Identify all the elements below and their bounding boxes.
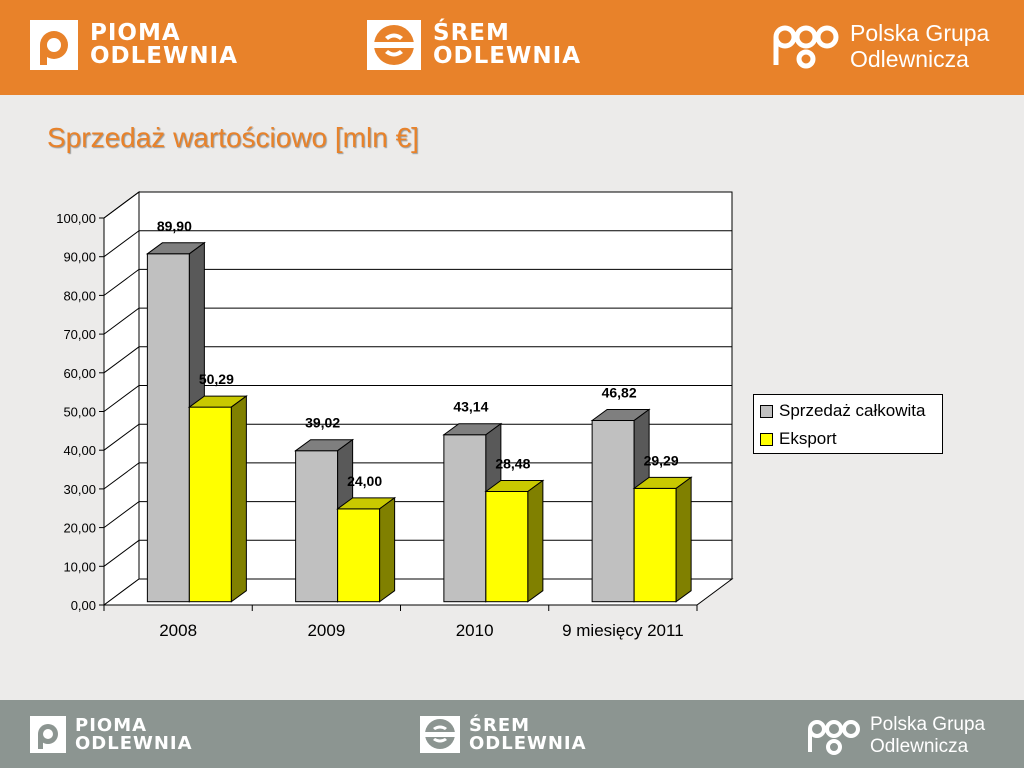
data-label: 89,90 [157,218,192,234]
footer-pgo-logo-line1: Polska Grupa [870,714,986,735]
pgo-logo-line1: Polska Grupa [850,20,990,46]
legend-item-series-1: Sprzedaż całkowita [754,397,942,425]
pgo-logo: Polska Grupa Odlewnicza [772,20,989,73]
chart-legend: Sprzedaż całkowita Eksport [753,394,943,454]
legend-swatch-series-2 [760,432,773,446]
data-label: 43,14 [453,399,488,415]
gridline [103,346,732,374]
bar-side [633,408,650,603]
bar-front [633,487,677,603]
bar-top [442,423,503,436]
y-tick-label: 50,00 [63,405,96,420]
y-tick-label: 80,00 [63,288,96,303]
pioma-logo: PIOMA ODLEWNIA [30,20,238,70]
footer-pioma-mark-icon [30,716,66,753]
footer-pgo-mark-icon [808,719,860,755]
srem-logo-line2: ODLEWNIA [433,43,581,69]
y-tick-label: 70,00 [63,327,96,342]
bar-top [632,476,693,489]
data-label: 46,82 [602,385,637,401]
bar-side [379,496,396,603]
bar-front [591,420,635,603]
data-label: 50,29 [199,371,234,387]
bar-top [187,395,248,408]
gridline [103,385,732,412]
srem-mark-icon [367,20,421,70]
data-label: 29,29 [644,452,679,468]
footer-srem-mark-icon [420,716,460,753]
y-tick-label: 40,00 [63,443,96,458]
y-tick-label: 20,00 [63,521,96,536]
bar-side [675,476,692,603]
srem-logo: ŚREM ODLEWNIA [367,20,581,70]
bar-top [484,479,545,492]
gridline [103,191,732,219]
chart-back-wall [138,191,733,580]
footer-bar: PIOMA ODLEWNIA ŚREM ODLEWNIA [0,700,1024,768]
data-label: 39,02 [305,415,340,431]
data-label: 28,48 [495,455,530,471]
y-tick-label: 60,00 [63,366,96,381]
y-tick-label: 100,00 [56,211,96,226]
pgo-mark-icon [773,25,839,69]
y-tick-label: 30,00 [63,482,96,497]
x-tick-label: 9 miesięcy 2011 [562,621,684,640]
gridline [103,423,732,451]
x-tick-label: 2009 [307,621,345,640]
footer-pgo-logo: Polska Grupa Odlewnicza [806,714,985,758]
y-tick-label: 0,00 [71,598,96,613]
gridline [103,462,732,490]
legend-item-series-2: Eksport [754,425,942,453]
bar-top [336,497,397,510]
pioma-logo-line1: PIOMA [90,20,181,46]
bar-side [337,438,354,603]
data-label: 24,00 [347,473,382,489]
bar-front [146,253,190,603]
gridline [103,307,732,335]
bar-side [527,479,544,603]
footer-pioma-logo-line2: ODLEWNIA [75,732,193,754]
legend-label-series-1: Sprzedaż całkowita [779,401,926,420]
slide-title: Sprzedaż wartościowo [mln €] [47,122,419,153]
x-tick-label: 2010 [456,621,494,640]
gridline [103,268,732,296]
footer-srem-logo-line1: ŚREM [469,714,531,736]
chart-side-wall [103,191,140,606]
pioma-mark-icon [30,20,78,70]
bar-front [295,450,339,603]
bar-front [443,434,487,603]
legend-label-series-2: Eksport [779,429,837,448]
gridline [103,539,732,567]
footer-pioma-logo: PIOMA ODLEWNIA [30,716,193,753]
footer-pgo-logo-line2: Odlewnicza [870,735,969,757]
footer-srem-logo: ŚREM ODLEWNIA [420,716,587,753]
y-tick-label: 90,00 [63,250,96,265]
bar-top [294,439,355,452]
pgo-logo-line2: Odlewnicza [850,46,969,73]
bar-front [485,490,529,603]
bar-side [230,395,247,603]
chart-floor [102,578,734,606]
y-tick-label: 10,00 [63,559,96,574]
pioma-logo-line2: ODLEWNIA [90,43,238,69]
bar-front [337,508,381,603]
header-bar: PIOMA ODLEWNIA ŚREM ODLEWNIA [0,0,1024,95]
x-tick-label: 2008 [159,621,197,640]
srem-logo-line1: ŚREM [433,20,510,46]
bar-front [188,406,232,603]
bar-side [188,241,205,603]
bar-top [145,242,206,255]
footer-pioma-logo-line1: PIOMA [75,714,148,736]
bar-side [485,422,502,603]
legend-swatch-series-1 [760,404,773,418]
gridline [103,501,732,529]
footer-srem-logo-line2: ODLEWNIA [469,732,587,754]
gridline [103,230,732,258]
bar-top [590,409,651,422]
